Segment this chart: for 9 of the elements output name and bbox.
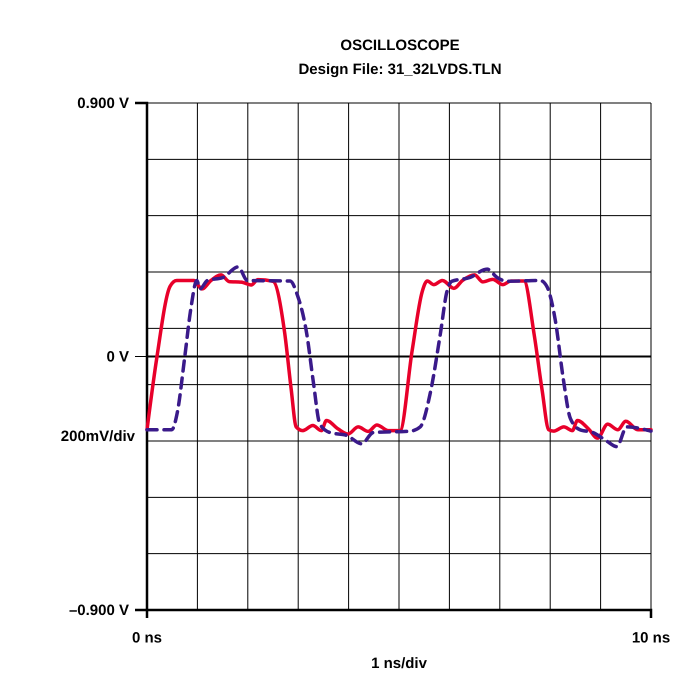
chart-subtitle: Design File: 31_32LVDS.TLN	[298, 61, 502, 78]
y-tick-label: –0.900 V	[68, 602, 129, 619]
y-axis-title: 200mV/div	[60, 428, 136, 445]
x-tick-label: 10 ns	[632, 630, 670, 647]
x-axis-title: 1 ns/div	[371, 655, 428, 672]
x-tick-label: 0 ns	[132, 630, 162, 647]
chart-title: OSCILLOSCOPE	[340, 37, 460, 54]
y-tick-label: 0.900 V	[77, 94, 129, 112]
y-tick-label: 0 V	[106, 348, 129, 366]
